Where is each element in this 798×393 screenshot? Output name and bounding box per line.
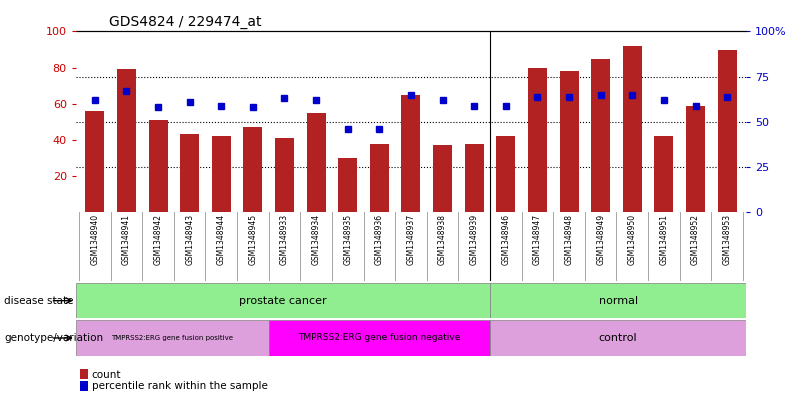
Bar <box>528 68 547 212</box>
Text: GSM1348941: GSM1348941 <box>122 214 131 265</box>
Text: GSM1348948: GSM1348948 <box>564 214 574 265</box>
Bar <box>338 158 358 212</box>
Text: GSM1348944: GSM1348944 <box>217 214 226 265</box>
Text: TMPRSS2:ERG gene fusion negative: TMPRSS2:ERG gene fusion negative <box>298 334 460 342</box>
Bar <box>117 70 136 212</box>
Text: count: count <box>92 369 121 380</box>
Bar <box>76 283 490 318</box>
Text: genotype/variation: genotype/variation <box>4 333 103 343</box>
Bar <box>148 120 168 212</box>
Bar <box>401 95 421 212</box>
Text: control: control <box>598 333 638 343</box>
Bar <box>369 143 389 212</box>
Bar <box>76 320 269 356</box>
Text: disease state: disease state <box>4 296 73 306</box>
Bar <box>622 46 642 212</box>
Text: GSM1348938: GSM1348938 <box>438 214 447 265</box>
Bar <box>243 127 263 212</box>
Text: GSM1348937: GSM1348937 <box>406 214 416 265</box>
Text: GSM1348933: GSM1348933 <box>280 214 289 265</box>
Text: prostate cancer: prostate cancer <box>239 296 326 306</box>
Text: GSM1348940: GSM1348940 <box>90 214 99 265</box>
Bar <box>211 136 231 212</box>
Text: GSM1348951: GSM1348951 <box>659 214 669 265</box>
Bar <box>559 71 579 212</box>
Bar <box>275 138 294 212</box>
Text: GSM1348949: GSM1348949 <box>596 214 605 265</box>
Bar <box>490 283 746 318</box>
Text: GSM1348939: GSM1348939 <box>470 214 479 265</box>
Text: GSM1348952: GSM1348952 <box>691 214 700 265</box>
Bar <box>433 145 452 212</box>
Bar <box>85 111 105 212</box>
Bar <box>686 106 705 212</box>
Text: GSM1348943: GSM1348943 <box>185 214 194 265</box>
Text: GSM1348936: GSM1348936 <box>375 214 384 265</box>
Text: GSM1348935: GSM1348935 <box>343 214 352 265</box>
Bar <box>591 59 610 212</box>
Text: GSM1348945: GSM1348945 <box>248 214 258 265</box>
Text: GSM1348950: GSM1348950 <box>628 214 637 265</box>
Text: normal: normal <box>598 296 638 306</box>
Text: GSM1348946: GSM1348946 <box>501 214 511 265</box>
Bar <box>496 136 516 212</box>
Bar <box>269 320 490 356</box>
Bar <box>654 136 674 212</box>
Text: GSM1348953: GSM1348953 <box>723 214 732 265</box>
Bar <box>717 50 737 212</box>
Bar <box>306 113 326 212</box>
Text: GDS4824 / 229474_at: GDS4824 / 229474_at <box>109 15 262 29</box>
Text: GSM1348947: GSM1348947 <box>533 214 542 265</box>
Bar <box>464 143 484 212</box>
Text: GSM1348934: GSM1348934 <box>311 214 321 265</box>
Text: TMPRSS2:ERG gene fusion positive: TMPRSS2:ERG gene fusion positive <box>111 335 233 341</box>
Bar <box>490 320 746 356</box>
Text: percentile rank within the sample: percentile rank within the sample <box>92 381 267 391</box>
Text: GSM1348942: GSM1348942 <box>153 214 163 265</box>
Bar <box>180 134 200 212</box>
